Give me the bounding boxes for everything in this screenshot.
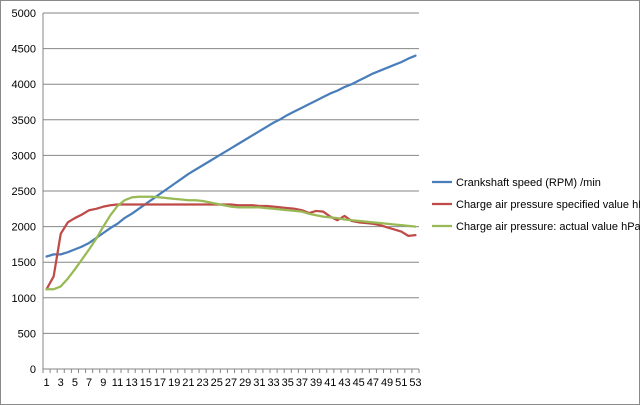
y-tick-label: 1500 <box>12 257 36 269</box>
x-tick-label: 23 <box>196 377 208 389</box>
x-tick-label: 37 <box>296 377 308 389</box>
x-tick-label: 13 <box>126 377 138 389</box>
y-tick-label: 2500 <box>12 186 36 198</box>
x-tick-label: 53 <box>409 377 421 389</box>
x-tick-label: 25 <box>211 377 223 389</box>
x-tick-label: 27 <box>225 377 237 389</box>
legend-label: Crankshaft speed (RPM) /min <box>456 177 601 189</box>
y-tick-label: 500 <box>18 328 36 340</box>
x-tick-label: 41 <box>324 377 336 389</box>
x-tick-label: 31 <box>253 377 265 389</box>
x-tick-label: 21 <box>182 377 194 389</box>
x-tick-label: 19 <box>168 377 180 389</box>
series-lines <box>45 54 417 291</box>
x-tick-label: 11 <box>112 377 123 389</box>
x-tick-label: 29 <box>239 377 251 389</box>
legend-label: Charge air pressure: actual value hPa <box>456 221 640 233</box>
x-axis: 1 3 5 7 9 11 13 15 17 19 21 23 25 27 29 31 33 35 37 39 41 43 4… <box>42 13 422 389</box>
x-tick-label: 17 <box>154 377 166 389</box>
legend: Crankshaft speed (RPM) /min Charge air pr… <box>432 177 640 233</box>
series-line-3 <box>45 195 417 291</box>
y-axis-tick-labels: 0 500 1000 1500 2000 2500 3000 3500 4000 4500 5000 <box>12 8 36 376</box>
x-tick-label: 5 <box>72 377 78 389</box>
x-tick-label: 45 <box>353 377 365 389</box>
x-tick-label: 9 <box>100 377 106 389</box>
y-tick-label: 4500 <box>12 44 36 56</box>
x-tick-label: 15 <box>140 377 152 389</box>
series-line-2 <box>45 203 417 291</box>
series-line-1 <box>45 54 417 258</box>
y-tick-label: 5000 <box>12 8 36 20</box>
x-tick-label: 49 <box>381 377 393 389</box>
x-tick-label: 1 <box>43 377 49 389</box>
x-tick-label: 39 <box>310 377 322 389</box>
y-tick-label: 0 <box>30 364 36 376</box>
y-tick-label: 2000 <box>12 222 36 234</box>
y-tick-label: 4000 <box>12 79 36 91</box>
x-tick-label: 47 <box>367 377 379 389</box>
legend-label: Charge air pressure specified value hPa <box>456 199 640 211</box>
x-tick-label: 43 <box>338 377 350 389</box>
x-tick-label: 35 <box>282 377 294 389</box>
x-tick-label: 7 <box>86 377 92 389</box>
x-tick-label: 3 <box>58 377 64 389</box>
x-tick-label: 33 <box>267 377 279 389</box>
gridlines <box>43 12 419 334</box>
x-tick-label: 51 <box>395 377 407 389</box>
y-tick-label: 3500 <box>12 115 36 127</box>
y-tick-label: 3000 <box>12 150 36 162</box>
y-tick-label: 1000 <box>12 293 36 305</box>
